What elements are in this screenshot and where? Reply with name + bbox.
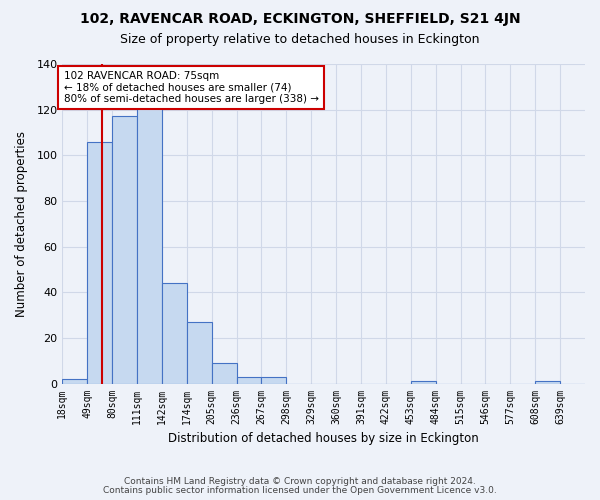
Bar: [411, 382, 436, 384]
Text: Size of property relative to detached houses in Eckington: Size of property relative to detached ho…: [120, 32, 480, 46]
Bar: [187, 322, 212, 384]
Bar: [262, 376, 286, 384]
Bar: [137, 80, 162, 384]
Text: 102 RAVENCAR ROAD: 75sqm
← 18% of detached houses are smaller (74)
80% of semi-d: 102 RAVENCAR ROAD: 75sqm ← 18% of detach…: [64, 71, 319, 104]
Bar: [236, 376, 262, 384]
Text: Contains HM Land Registry data © Crown copyright and database right 2024.: Contains HM Land Registry data © Crown c…: [124, 477, 476, 486]
Text: 102, RAVENCAR ROAD, ECKINGTON, SHEFFIELD, S21 4JN: 102, RAVENCAR ROAD, ECKINGTON, SHEFFIELD…: [80, 12, 520, 26]
Bar: [535, 382, 560, 384]
Bar: [87, 142, 112, 384]
Bar: [212, 363, 236, 384]
Y-axis label: Number of detached properties: Number of detached properties: [15, 131, 28, 317]
X-axis label: Distribution of detached houses by size in Eckington: Distribution of detached houses by size …: [168, 432, 479, 445]
Bar: [112, 116, 137, 384]
Bar: [162, 283, 187, 384]
Text: Contains public sector information licensed under the Open Government Licence v3: Contains public sector information licen…: [103, 486, 497, 495]
Bar: [62, 379, 87, 384]
